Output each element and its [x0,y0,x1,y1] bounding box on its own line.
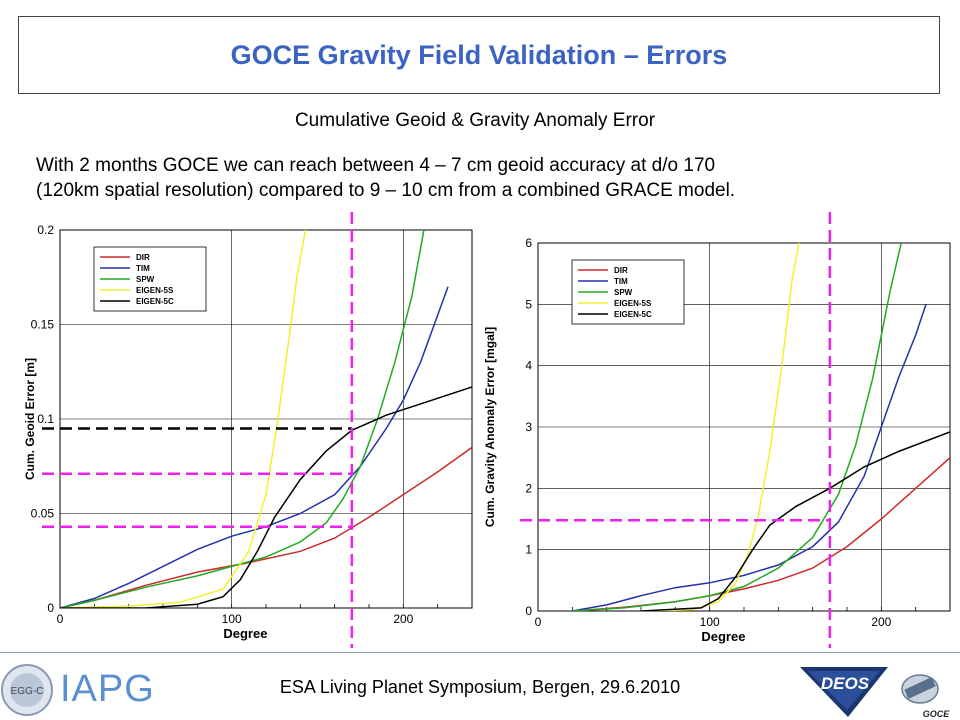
y-tick-label: 6 [525,236,532,250]
y-tick-label: 3 [525,420,532,434]
legend-label: TIM [136,264,150,273]
legend-label: DIR [136,253,150,262]
y-tick-label: 1 [525,543,532,557]
footer-text: ESA Living Planet Symposium, Bergen, 29.… [279,677,681,697]
chart-1: 0 100 200 0 0.05 0.1 0.15 0.2 Degree Cum. Geoid E… [23,212,473,648]
y-tick-label: 0.1 [37,412,54,426]
series-line-tim [60,286,449,608]
series-line-eigen-5s [60,230,307,608]
legend: DIR TIM SPW EIGEN-5S EIGEN-5C [93,246,207,312]
x-tick-label: 100 [222,612,242,626]
y-tick-label: 0.05 [31,507,55,521]
series-line-eigen-5c [640,431,950,611]
legend-label: EIGEN-5C [136,297,174,306]
goce-logo-icon: GOCE [901,674,951,719]
x-tick-label: 100 [700,615,720,629]
y-axis-label: Cum. Gravity Anomaly Error [mgal] [483,327,497,527]
description-line-1: With 2 months GOCE we can reach between … [36,155,716,176]
y-tick-label: 2 [525,481,532,495]
goce-logo-label: GOCE [923,709,951,719]
slide-title: GOCE Gravity Field Validation – Errors [230,39,728,70]
x-tick-label: 0 [57,612,64,626]
series-line-dir [60,446,472,608]
y-axis-label: Cum. Geoid Error [m] [23,358,37,480]
series-line-spw [572,243,902,611]
series-line-spw [60,230,425,608]
iapg-logo-text: IAPG [60,668,155,710]
x-tick-label: 200 [871,615,891,629]
legend-label: TIM [614,277,628,286]
description: With 2 months GOCE we can reach between … [36,153,956,203]
deos-logo-label: DEOS [821,674,870,693]
y-tick-label: 0.2 [37,223,54,237]
legend: DIR TIM SPW EIGEN-5S EIGEN-5C [571,259,685,325]
legend-label: EIGEN-5S [136,286,174,295]
y-tick-label: 5 [525,297,532,311]
legend-label: EIGEN-5S [614,299,652,308]
legend-label: DIR [614,266,628,275]
legend-label: SPW [136,275,155,284]
legend-label: EIGEN-5C [614,310,652,319]
title-box: GOCE Gravity Field Validation – Errors [18,16,940,94]
deos-logo-icon: DEOS [800,667,888,717]
footer-logos: EGG-C DEOS GOCE [1,664,951,719]
y-tick-label: 0 [525,604,532,618]
x-tick-label: 200 [393,612,413,626]
legend-label: SPW [614,288,633,297]
x-tick-label: 0 [535,615,542,629]
footer-divider [0,652,960,653]
y-tick-label: 4 [525,359,532,373]
egg-logo-label: EGG-C [11,686,44,697]
y-tick-label: 0.15 [31,318,55,332]
y-tick-label: 0 [47,601,54,615]
series-line-eigen-5c [60,386,472,608]
egg-logo-icon: EGG-C [1,664,53,716]
x-axis-label: Degree [701,629,745,644]
x-axis-label: Degree [223,626,267,641]
description-line-2: (120km spatial resolution) compared to 9… [36,180,736,201]
chart-2: 0 100 200 0 1 2 3 4 5 6 Degree Cum. Gravity Anomaly… [483,212,951,648]
slide-subtitle: Cumulative Geoid & Gravity Anomaly Error [294,110,656,131]
series-line-tim [572,304,927,611]
